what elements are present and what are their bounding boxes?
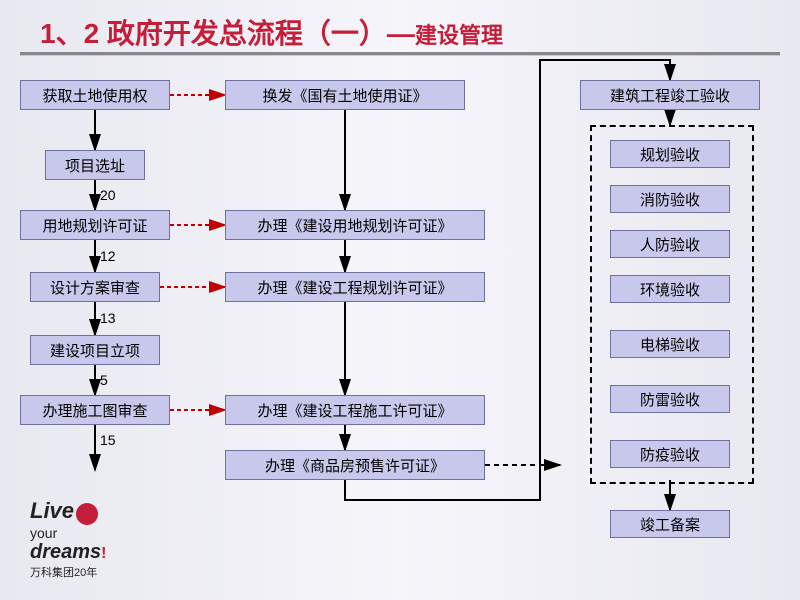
mid-box-m5: 办理《商品房预售许可证》 bbox=[225, 450, 485, 480]
logo-live: Live bbox=[30, 498, 74, 523]
left-box-l3: 用地规划许可证 bbox=[20, 210, 170, 240]
logo-dreams: dreams bbox=[30, 541, 101, 563]
mid-box-m2: 办理《建设用地规划许可证》 bbox=[225, 210, 485, 240]
edge-label-3: 5 bbox=[100, 372, 108, 388]
mid-box-m1: 换发《国有土地使用证》 bbox=[225, 80, 465, 110]
logo-bottom: 万科集团20年 bbox=[30, 564, 106, 580]
logo-circle-icon bbox=[76, 503, 98, 525]
mid-box-m4: 办理《建设工程施工许可证》 bbox=[225, 395, 485, 425]
logo: Live your dreams! 万科集团20年 bbox=[30, 498, 106, 580]
left-box-l1: 获取土地使用权 bbox=[20, 80, 170, 110]
acceptance-group-box bbox=[590, 125, 754, 484]
title-main: 1、2 政府开发总流程（一）— bbox=[40, 18, 415, 49]
title-sub: 建设管理 bbox=[415, 23, 503, 48]
right-box-r0: 建筑工程竣工验收 bbox=[580, 80, 760, 110]
left-box-l2: 项目选址 bbox=[45, 150, 145, 180]
logo-your: your bbox=[30, 525, 106, 541]
page-title: 1、2 政府开发总流程（一）—建设管理 bbox=[40, 12, 503, 52]
edge-label-2: 13 bbox=[100, 310, 116, 326]
edge-label-0: 20 bbox=[100, 187, 116, 203]
left-box-l5: 建设项目立项 bbox=[30, 335, 160, 365]
edge-label-4: 15 bbox=[100, 432, 116, 448]
left-box-l4: 设计方案审查 bbox=[30, 272, 160, 302]
title-underline bbox=[20, 52, 780, 55]
mid-box-m3: 办理《建设工程规划许可证》 bbox=[225, 272, 485, 302]
left-box-l6: 办理施工图审查 bbox=[20, 395, 170, 425]
right-box-r8: 竣工备案 bbox=[610, 510, 730, 538]
edge-label-1: 12 bbox=[100, 248, 116, 264]
